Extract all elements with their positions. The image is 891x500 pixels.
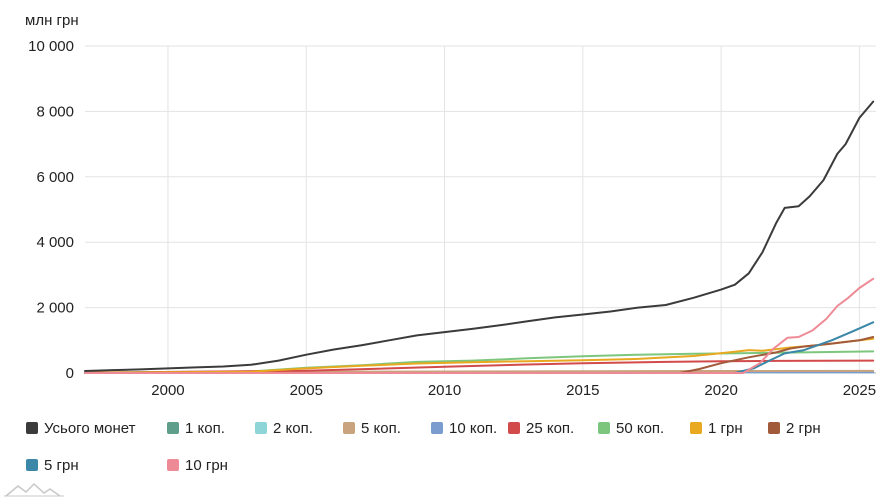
legend-label: 25 коп. (526, 419, 575, 437)
legend-swatch (508, 422, 520, 434)
legend-label: 2 коп. (273, 419, 313, 437)
legend-item[interactable]: 1 коп. (167, 420, 255, 437)
y-tick-label: 4 000 (36, 234, 74, 251)
legend-swatch (598, 422, 610, 434)
legend-swatch (26, 422, 38, 434)
legend-swatch (431, 422, 443, 434)
legend-swatch (690, 422, 702, 434)
legend-item[interactable]: 10 грн (167, 457, 247, 474)
y-axis: 0 2 000 4 000 6 000 8 000 10 000 (28, 38, 74, 382)
legend-item[interactable]: 2 грн (768, 420, 848, 437)
x-axis: 2000 2005 2010 2015 2020 2025 (151, 382, 876, 399)
y-tick-label: 6 000 (36, 169, 74, 186)
legend-swatch (26, 459, 38, 471)
legend-label: 5 коп. (361, 419, 401, 437)
legend-item[interactable]: 10 коп. (431, 420, 508, 437)
x-tick-label: 2015 (566, 382, 599, 399)
series-line-10-грн (84, 277, 875, 374)
legend: Усього монет 1 коп. 2 коп. 5 коп. 10 коп. 25 … (26, 417, 886, 491)
grid (85, 45, 876, 374)
legend-item[interactable]: 2 коп. (255, 420, 343, 437)
series-line-2-грн (84, 336, 875, 374)
legend-item[interactable]: 25 коп. (508, 420, 598, 437)
legend-swatch (768, 422, 780, 434)
y-tick-label: 2 000 (36, 300, 74, 317)
legend-swatch (255, 422, 267, 434)
chart-logo-icon (4, 482, 64, 497)
x-tick-label: 2000 (151, 382, 184, 399)
line-chart: 0 2 000 4 000 6 000 8 000 10 000 2000 2005 2010… (28, 38, 876, 399)
series-line-5-грн (84, 321, 875, 374)
series-line-усього-монет (84, 100, 875, 372)
legend-item[interactable]: 5 грн (26, 457, 167, 474)
x-tick-label: 2010 (428, 382, 461, 399)
legend-label: 50 коп. (616, 419, 665, 437)
legend-label: 10 грн (185, 456, 228, 474)
legend-label: Усього монет (44, 419, 136, 437)
series-line-25-коп (84, 359, 875, 374)
legend-label: 2 грн (786, 419, 821, 437)
legend-item[interactable]: 50 коп. (598, 420, 690, 437)
x-tick-label: 2025 (843, 382, 876, 399)
y-tick-label: 8 000 (36, 103, 74, 120)
legend-label: 5 грн (44, 456, 79, 474)
y-tick-label: 10 000 (28, 38, 74, 55)
legend-label: 1 грн (708, 419, 743, 437)
legend-row: 5 грн 10 грн (26, 454, 886, 476)
series-lines (84, 100, 875, 374)
x-tick-label: 2005 (290, 382, 323, 399)
legend-swatch (167, 459, 179, 471)
legend-label: 10 коп. (449, 419, 498, 437)
legend-item[interactable]: Усього монет (26, 420, 167, 437)
x-tick-label: 2020 (704, 382, 737, 399)
legend-item[interactable]: 5 коп. (343, 420, 431, 437)
legend-swatch (343, 422, 355, 434)
legend-swatch (167, 422, 179, 434)
legend-label: 1 коп. (185, 419, 225, 437)
y-unit-label: млн грн (25, 12, 79, 29)
y-tick-label: 0 (66, 365, 74, 382)
legend-row: Усього монет 1 коп. 2 коп. 5 коп. 10 коп. 25 … (26, 417, 886, 439)
legend-item[interactable]: 1 грн (690, 420, 768, 437)
